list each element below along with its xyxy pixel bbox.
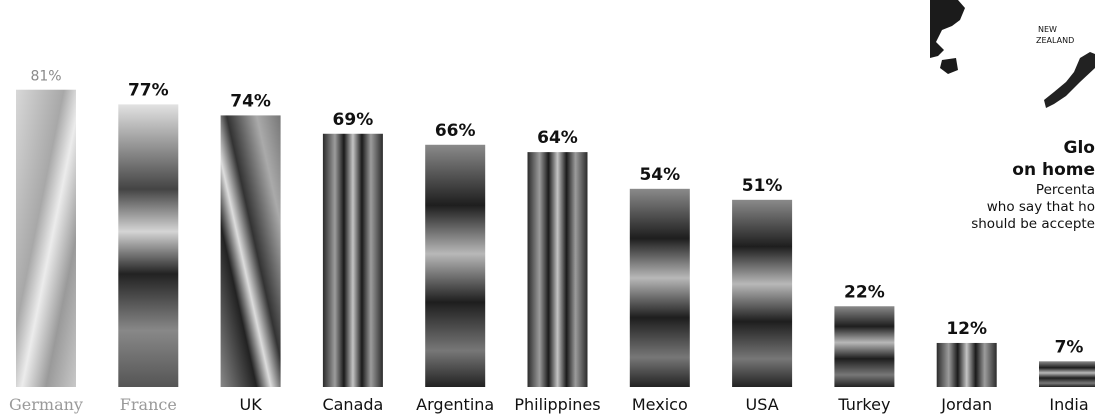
caption-title-line1: Glo [1063,138,1095,158]
category-label-philippines: Philippines [514,395,600,414]
category-label-germany: Germany [9,395,83,414]
chart-caption: Glo on home Percenta who say that ho sho… [895,138,1095,233]
value-label-mexico: 54% [639,165,680,185]
caption-subtitle-line3: should be accepte [971,216,1095,233]
map-label-new: NEW [1038,25,1057,34]
bar-canada [322,133,383,387]
category-label-canada: Canada [322,395,383,414]
bar-mexico [629,188,690,387]
labels-layer: 81% Germany 77% France 74% UK 69% Canada 66% Arge… [9,69,1089,414]
caption-title-line2: on home [1012,159,1095,180]
bars-layer [16,89,1095,388]
category-label-argentina: Argentina [416,395,494,414]
category-label-france: France [120,395,177,414]
category-label-turkey: Turkey [837,395,890,414]
category-label-mexico: Mexico [632,395,688,414]
category-label-usa: USA [746,395,779,414]
value-label-argentina: 66% [435,121,476,141]
bar-jordan [936,342,997,387]
bar-argentina [425,144,486,387]
value-label-usa: 51% [742,176,783,196]
tasmania-shape [940,58,958,74]
value-label-germany: 81% [30,69,61,85]
bar-france [118,104,179,387]
caption-subtitle-line1: Percenta [1035,181,1095,198]
bar-india [1039,361,1095,387]
value-label-turkey: 22% [844,282,885,302]
value-label-india: 7% [1055,337,1084,357]
australia-shape [930,0,965,58]
caption-subtitle-line2: who say that ho [986,198,1095,215]
bar-philippines [527,152,588,387]
category-label-india: India [1049,395,1088,414]
bar-uk [220,115,281,388]
value-label-philippines: 64% [537,128,578,148]
map-illustration: NEW ZEALAND [930,0,1095,108]
new-zealand-shape [1044,52,1095,108]
value-label-canada: 69% [333,110,374,130]
value-label-uk: 74% [230,91,271,111]
bar-turkey [834,306,895,387]
category-label-jordan: Jordan [940,395,992,414]
category-label-uk: UK [239,395,262,414]
bar-germany [16,89,76,387]
value-label-france: 77% [128,80,169,100]
map-label-zealand: ZEALAND [1036,36,1074,45]
value-label-jordan: 12% [946,319,987,339]
bar-usa [732,199,793,387]
